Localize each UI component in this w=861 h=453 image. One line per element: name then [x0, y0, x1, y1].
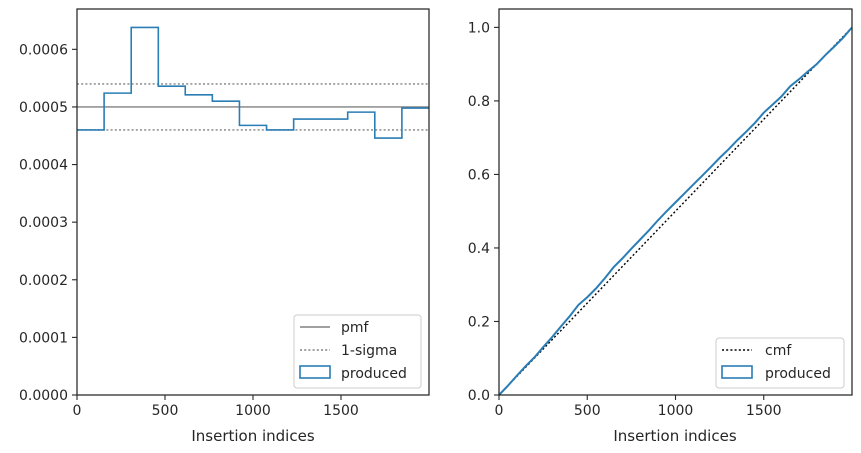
pmf-histogram-panel: 0 500 1000 1500 0.00000.00010.00020.00030.0… [19, 8, 430, 445]
legend-produced-swatch [721, 365, 753, 379]
x-tick-label: 0 [495, 403, 504, 419]
y-tick-label: 0.2 [468, 314, 490, 330]
legend-produced-swatch [299, 365, 331, 379]
y-tick-label: 0.8 [468, 94, 490, 110]
y-tick-label: 0.0001 [19, 330, 68, 346]
cmf-line [498, 26, 853, 396]
produced-histogram-step [77, 26, 429, 139]
x-tick-label: 1500 [323, 403, 359, 419]
y-tick-label: 0.0000 [19, 388, 68, 404]
legend-sigma-label: 1-sigma [341, 343, 397, 359]
legend-box [293, 314, 422, 389]
legend-produced-label: produced [341, 366, 407, 382]
produced-cumulative-line [498, 26, 853, 396]
y-tick-label: 0.0005 [19, 100, 68, 116]
x-axis-label: Insertion indices [613, 427, 736, 445]
cmf-panel: 0 500 1000 1500 0.0 0.2 0.4 0.6 0.8 1.0 Insertio… [468, 8, 853, 445]
y-tick-label: 0.0004 [19, 158, 68, 174]
y-tick-label: 0.4 [468, 241, 490, 257]
legend-produced-label: produced [765, 366, 831, 382]
x-tick-label: 500 [574, 403, 601, 419]
y-tick-label: 0.0002 [19, 273, 68, 289]
legend: cmf produced [715, 337, 845, 389]
y-axis-ticks: 0.0 0.2 0.4 0.6 0.8 1.0 [468, 20, 499, 404]
y-tick-label: 0.0006 [19, 42, 68, 58]
x-axis-ticks: 0 500 1000 1500 [73, 395, 359, 419]
x-axis-ticks: 0 500 1000 1500 [495, 395, 782, 419]
plot-area [498, 26, 853, 396]
x-tick-label: 1500 [746, 403, 782, 419]
y-axis-ticks: 0.0000 0.0001 0.0002 0.0003 0.0004 0.0005 0.00… [19, 42, 77, 404]
legend-pmf-label: pmf [341, 320, 370, 336]
x-tick-label: 1000 [658, 403, 694, 419]
plot-area [77, 26, 429, 139]
y-tick-label: 1.0 [468, 20, 490, 36]
y-tick-label: 0.6 [468, 167, 490, 183]
x-axis-label: Insertion indices [191, 427, 314, 445]
legend: pmf 1-sigma produced [293, 314, 422, 389]
x-tick-label: 0 [73, 403, 82, 419]
y-tick-label: 0.0 [468, 388, 490, 404]
legend-cmf-label: cmf [765, 343, 792, 359]
x-tick-label: 1000 [235, 403, 271, 419]
x-tick-label: 500 [152, 403, 179, 419]
y-tick-label: 0.0003 [19, 215, 68, 231]
